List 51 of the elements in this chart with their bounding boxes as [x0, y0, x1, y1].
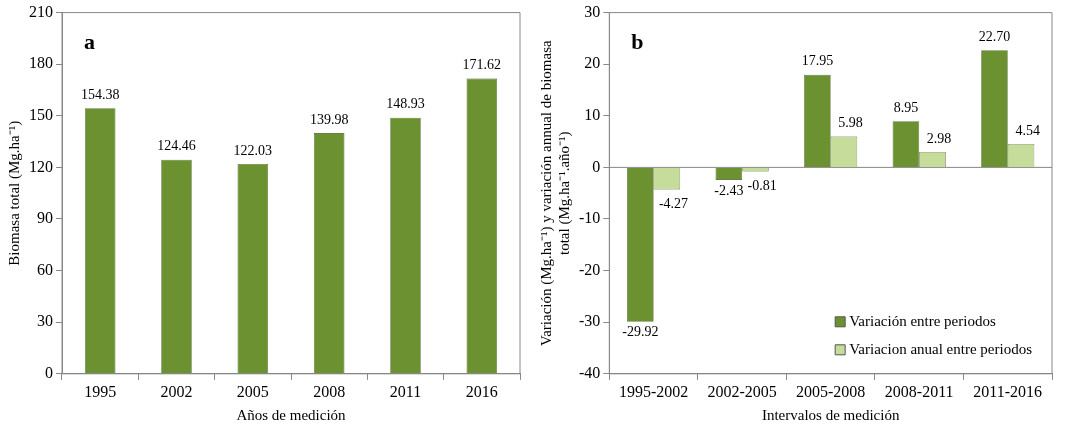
y-tick-label: 180 — [29, 54, 53, 72]
text: a — [84, 29, 95, 55]
x-tick-label: 2008-2011 — [884, 382, 954, 400]
y-tick-label: -40 — [579, 364, 601, 381]
x-tick-label: 2005-2008 — [796, 382, 866, 400]
data-label: -0.81 — [747, 178, 777, 194]
x-tick-label: 1995-2002 — [618, 382, 689, 400]
data-label: -29.92 — [622, 324, 659, 340]
x-tick-label: 2005 — [236, 382, 269, 400]
y-tick-label: 150 — [29, 106, 53, 123]
y-tick-label: 90 — [37, 209, 53, 227]
x-tick-label: 2002 — [160, 382, 193, 400]
x-axis-title: Intervalos de medición — [761, 406, 900, 423]
data-label: 124.46 — [157, 138, 196, 154]
y-tick-label: 0 — [592, 157, 601, 175]
y-axis-title: Biomasa total (Mg.ha⁻¹) — [5, 120, 23, 266]
y-tick-label: 30 — [584, 2, 601, 20]
y-tick-label: 210 — [29, 2, 53, 20]
data-label: 148.93 — [386, 96, 425, 112]
text: b — [631, 29, 644, 55]
data-label: 122.03 — [233, 142, 273, 158]
data-label: 8.95 — [893, 99, 919, 115]
x-tick-label: 2016 — [465, 382, 498, 400]
y-tick-label: -10 — [579, 209, 601, 227]
y-tick-label: 120 — [29, 157, 53, 175]
x-tick-label: 2011 — [389, 382, 422, 400]
y-tick-label: 30 — [37, 312, 53, 330]
legend-label: Variacion anual entre periodos — [849, 340, 1033, 357]
y-tick-label: -20 — [579, 260, 601, 278]
x-axis-title: Años de medición — [236, 406, 347, 423]
x-tick-label: 1995 — [84, 382, 117, 400]
data-label: 139.98 — [309, 111, 349, 127]
data-label: 4.54 — [1015, 122, 1040, 138]
y-tick-label: 10 — [584, 106, 601, 123]
y-tick-label: -30 — [579, 312, 601, 330]
x-tick-label: 2002-2005 — [707, 382, 777, 400]
y-tick-label: 0 — [45, 364, 53, 381]
x-tick-label: 2011-2016 — [973, 382, 1043, 400]
data-label: 5.98 — [838, 115, 863, 131]
data-label: 17.95 — [801, 53, 834, 69]
data-label: 22.70 — [978, 28, 1011, 44]
legend-label: Variación entre periodos — [849, 312, 996, 329]
y-tick-label: 60 — [37, 260, 53, 278]
data-label: 154.38 — [80, 86, 120, 102]
x-tick-label: 2008 — [313, 382, 346, 400]
y-axis-title: Variación (Mg.ha⁻¹) y variación annual de biomasa total (Mg.ha⁻¹.año⁻¹) — [537, 40, 573, 347]
data-label: -4.27 — [658, 196, 689, 212]
data-label: 171.62 — [462, 57, 502, 73]
y-tick-label: 20 — [584, 54, 601, 72]
data-label: -2.43 — [714, 182, 744, 198]
data-label: 2.98 — [926, 130, 952, 146]
